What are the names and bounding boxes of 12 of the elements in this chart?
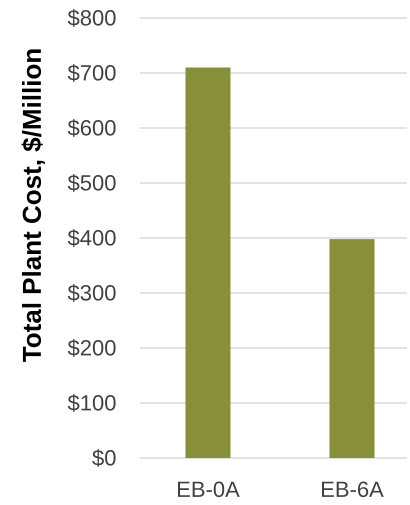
y-tick-label: $800: [68, 9, 116, 27]
y-tick-label: $200: [68, 339, 116, 357]
y-tick-label: $400: [68, 229, 116, 247]
y-tick-label: $0: [92, 449, 116, 467]
x-tick-label: EB-0A: [178, 482, 240, 498]
y-tick-label: $600: [68, 119, 116, 137]
y-tick-label: $100: [68, 394, 116, 412]
y-tick-label: $700: [68, 64, 116, 82]
y-axis-title: Total Plant Cost, $/Million: [22, 49, 45, 362]
x-tick-label: EB-6A: [322, 482, 384, 498]
y-tick-label: $300: [68, 284, 116, 302]
y-tick-label: $500: [68, 174, 116, 192]
